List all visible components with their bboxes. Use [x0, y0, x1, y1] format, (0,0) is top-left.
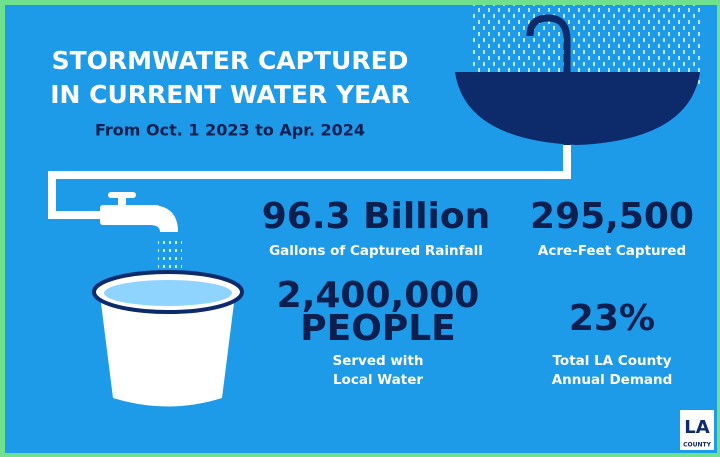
- logo-text: COUNTY: [683, 442, 711, 449]
- title-line: IN CURRENT WATER YEAR: [50, 80, 410, 109]
- stat-label: Served with: [332, 353, 423, 369]
- subtitle: From Oct. 1 2023 to Apr. 2024: [95, 121, 365, 140]
- logo-text: LA: [684, 417, 709, 438]
- stat-value: 96.3 Billion: [262, 196, 491, 237]
- stat-label: Total LA County: [553, 353, 672, 369]
- stat-label: Acre-Feet Captured: [538, 243, 686, 259]
- stat-label: Gallons of Captured Rainfall: [269, 243, 483, 259]
- infographic: STORMWATER CAPTURED IN CURRENT WATER YEA…: [0, 0, 720, 457]
- stat-label: Local Water: [333, 372, 423, 388]
- faucet-knob: [108, 192, 136, 198]
- stat-value: PEOPLE: [300, 308, 456, 349]
- stat-value: 295,500: [530, 196, 694, 237]
- stat-value: 23%: [569, 298, 655, 339]
- stat-label: Annual Demand: [552, 372, 673, 388]
- title-line: STORMWATER CAPTURED: [52, 46, 409, 75]
- bucket-water: [104, 280, 232, 306]
